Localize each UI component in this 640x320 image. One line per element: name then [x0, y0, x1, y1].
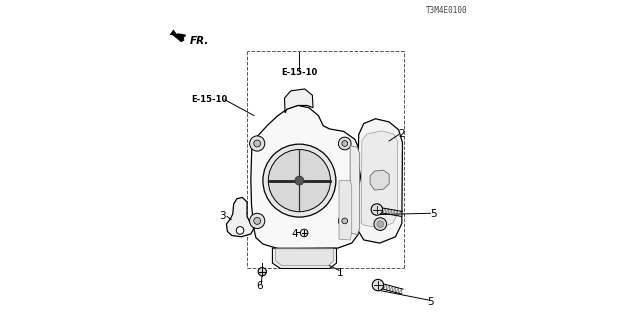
- Circle shape: [250, 213, 265, 228]
- Circle shape: [377, 221, 383, 227]
- Circle shape: [371, 204, 383, 215]
- Circle shape: [263, 144, 336, 217]
- Polygon shape: [339, 180, 352, 240]
- Circle shape: [236, 227, 244, 234]
- Circle shape: [374, 218, 387, 230]
- Text: E-15-10: E-15-10: [281, 68, 317, 77]
- Text: E-15-10: E-15-10: [191, 95, 228, 104]
- Polygon shape: [284, 89, 313, 113]
- Polygon shape: [273, 248, 337, 268]
- Circle shape: [258, 268, 266, 276]
- Circle shape: [295, 176, 304, 185]
- Circle shape: [339, 215, 351, 227]
- Polygon shape: [370, 170, 389, 190]
- Circle shape: [300, 229, 308, 237]
- Text: FR.: FR.: [189, 36, 209, 46]
- Circle shape: [372, 279, 383, 291]
- Polygon shape: [350, 146, 360, 235]
- Text: T3M4E0100: T3M4E0100: [426, 6, 468, 15]
- Polygon shape: [227, 197, 254, 237]
- Circle shape: [339, 137, 351, 150]
- Text: 2: 2: [398, 129, 405, 139]
- Circle shape: [342, 141, 348, 146]
- Circle shape: [254, 140, 260, 147]
- Text: 1: 1: [337, 268, 344, 278]
- Text: 5: 5: [430, 209, 437, 219]
- Circle shape: [342, 218, 348, 224]
- Polygon shape: [173, 32, 184, 42]
- Text: 5: 5: [427, 297, 434, 307]
- Text: 6: 6: [256, 281, 262, 291]
- Text: 4: 4: [291, 228, 298, 239]
- Circle shape: [250, 136, 265, 151]
- Text: 3: 3: [219, 212, 226, 221]
- Polygon shape: [361, 131, 397, 228]
- Polygon shape: [170, 30, 177, 35]
- Polygon shape: [276, 249, 333, 265]
- Polygon shape: [251, 105, 360, 249]
- Polygon shape: [358, 119, 403, 243]
- Circle shape: [268, 149, 330, 212]
- Circle shape: [254, 218, 260, 224]
